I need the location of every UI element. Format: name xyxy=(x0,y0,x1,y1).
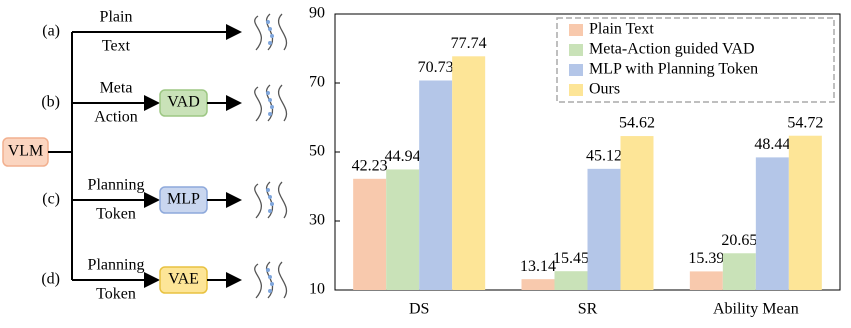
value-label: 70.73 xyxy=(418,59,454,76)
value-label: 15.45 xyxy=(553,250,589,267)
branch-label: (c) xyxy=(42,191,60,208)
road-edge xyxy=(254,86,262,122)
branch-top-text: Planning xyxy=(88,257,145,274)
waypoint xyxy=(266,188,270,192)
value-label: 54.72 xyxy=(787,114,823,131)
module-label: VAE xyxy=(168,271,199,288)
branch-label: (d) xyxy=(41,271,60,288)
y-tick-label: 30 xyxy=(309,212,325,229)
value-label: 13.14 xyxy=(520,258,556,275)
y-tick-label: 90 xyxy=(309,5,325,22)
legend-swatch xyxy=(569,84,583,96)
branch-bottom-text: Token xyxy=(96,286,136,303)
branch-top-text: Meta xyxy=(100,80,133,97)
bar xyxy=(419,80,453,290)
value-label: 45.12 xyxy=(586,148,622,165)
branch-bottom-text: Text xyxy=(102,38,131,55)
value-label: 77.74 xyxy=(451,35,487,52)
waypoint xyxy=(266,20,270,24)
legend-label: MLP with Planning Token xyxy=(589,61,758,78)
bar xyxy=(452,56,486,291)
legend-swatch xyxy=(569,64,583,76)
waypoint xyxy=(268,112,272,116)
bar xyxy=(788,135,822,290)
value-label: 44.94 xyxy=(385,148,421,165)
road-icon xyxy=(254,261,287,299)
value-label: 54.62 xyxy=(619,115,655,132)
branch-label: (a) xyxy=(42,23,60,40)
x-tick-label: Ability Mean xyxy=(713,301,799,318)
bar xyxy=(554,271,588,290)
road-edge xyxy=(254,15,262,51)
value-label: 48.44 xyxy=(754,136,790,153)
bar xyxy=(521,279,555,290)
bar xyxy=(689,271,723,290)
waypoint xyxy=(270,105,274,109)
road-edge xyxy=(254,183,262,219)
road-edge xyxy=(278,13,287,51)
bar xyxy=(722,253,756,290)
legend-swatch xyxy=(569,24,583,36)
input-label: VLM xyxy=(8,143,44,160)
road-icon xyxy=(254,181,287,219)
waypoint xyxy=(266,91,270,95)
waypoint xyxy=(268,195,272,199)
waypoint xyxy=(270,34,274,38)
x-tick-label: DS xyxy=(409,301,429,318)
value-label: 20.65 xyxy=(721,232,757,249)
legend-label: Meta-Action guided VAD xyxy=(589,41,755,58)
branch-bottom-text: Action xyxy=(94,109,138,126)
road-edge xyxy=(254,263,262,299)
waypoint xyxy=(268,209,272,213)
bar xyxy=(620,136,654,290)
x-tick-label: SR xyxy=(578,301,598,318)
legend-label: Plain Text xyxy=(589,21,654,38)
y-tick-label: 10 xyxy=(309,281,325,298)
module-label: VAD xyxy=(167,94,200,111)
waypoint xyxy=(268,41,272,45)
waypoint xyxy=(270,202,274,206)
waypoint xyxy=(268,98,272,102)
road-edge xyxy=(278,261,287,299)
bar xyxy=(755,157,789,290)
branch-top-text: Planning xyxy=(88,177,145,194)
road-icon xyxy=(254,13,287,51)
module-label: MLP xyxy=(167,191,200,208)
road-edge xyxy=(278,84,287,122)
waypoint xyxy=(266,268,270,272)
branch-top-text: Plain xyxy=(100,9,133,26)
branch-label: (b) xyxy=(41,94,60,111)
road-edge xyxy=(278,181,287,219)
branch-bottom-text: Token xyxy=(96,206,136,223)
waypoint xyxy=(268,289,272,293)
bar xyxy=(587,168,621,290)
value-label: 15.39 xyxy=(688,250,724,267)
bar xyxy=(386,169,420,290)
waypoint xyxy=(268,27,272,31)
waypoint xyxy=(270,282,274,286)
bar xyxy=(353,178,387,290)
legend-box xyxy=(556,17,835,103)
y-tick-label: 50 xyxy=(309,143,325,160)
y-tick-label: 70 xyxy=(309,74,325,91)
legend-swatch xyxy=(569,44,583,56)
road-icon xyxy=(254,84,287,122)
legend-label: Ours xyxy=(589,81,620,98)
value-label: 42.23 xyxy=(352,157,388,174)
waypoint xyxy=(268,275,272,279)
